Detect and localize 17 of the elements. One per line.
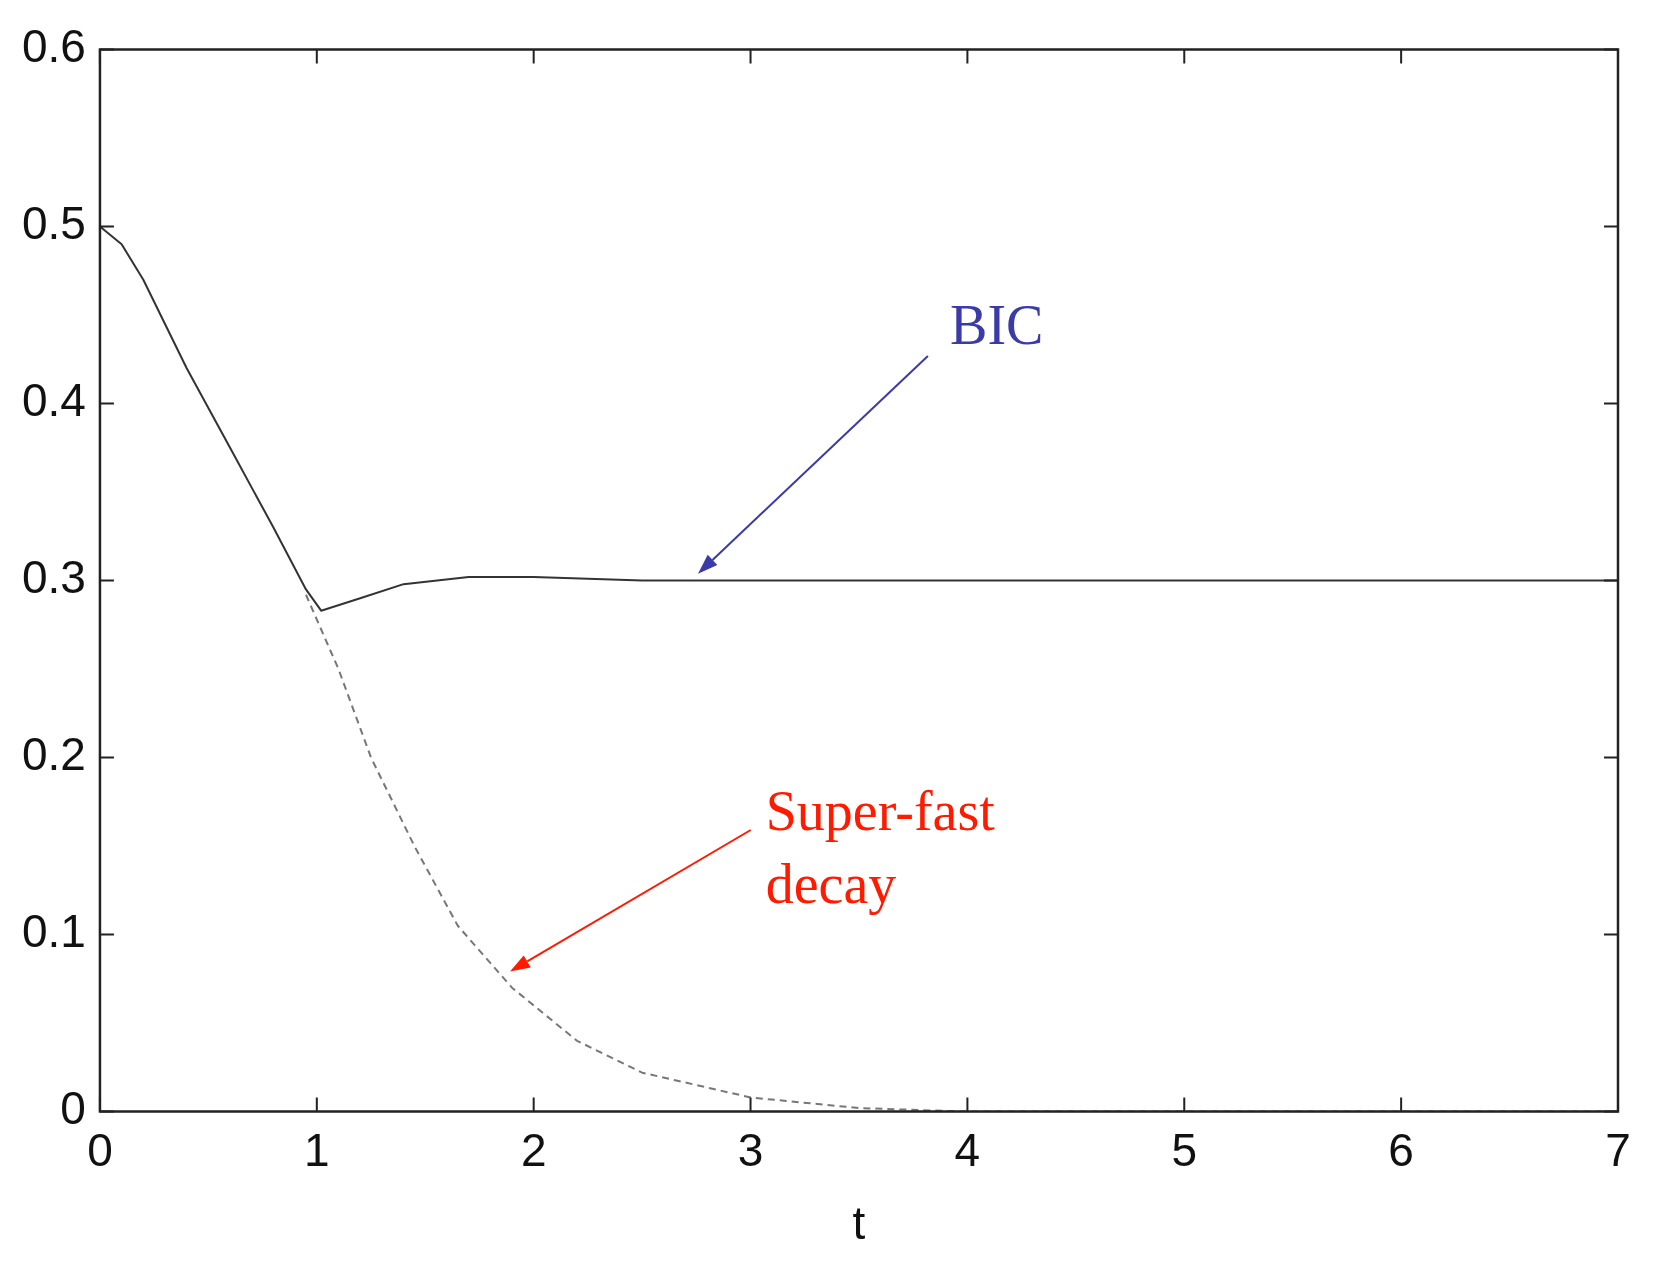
y-tick-label: 0	[60, 1082, 86, 1135]
x-tick-label: 6	[1388, 1123, 1414, 1176]
annotation: Super-fast decay	[765, 779, 995, 918]
y-tick-label: 0.6	[21, 20, 86, 73]
annotation: BIC	[950, 292, 1044, 358]
x-tick-label: 7	[1605, 1123, 1631, 1176]
y-tick-label: 0.5	[21, 197, 86, 250]
y-tick-label: 0.3	[21, 551, 86, 604]
x-tick-label: 3	[737, 1123, 764, 1176]
y-tick-label: 0.1	[21, 905, 86, 958]
y-tick-label: 0.4	[21, 374, 86, 427]
x-axis-title: t	[852, 1197, 866, 1250]
x-tick-label: 1	[304, 1123, 330, 1176]
x-tick-label: 2	[520, 1123, 547, 1176]
x-tick-label: 4	[954, 1123, 981, 1176]
x-tick-label: 5	[1171, 1123, 1198, 1176]
y-tick-label: 0.2	[21, 728, 86, 781]
